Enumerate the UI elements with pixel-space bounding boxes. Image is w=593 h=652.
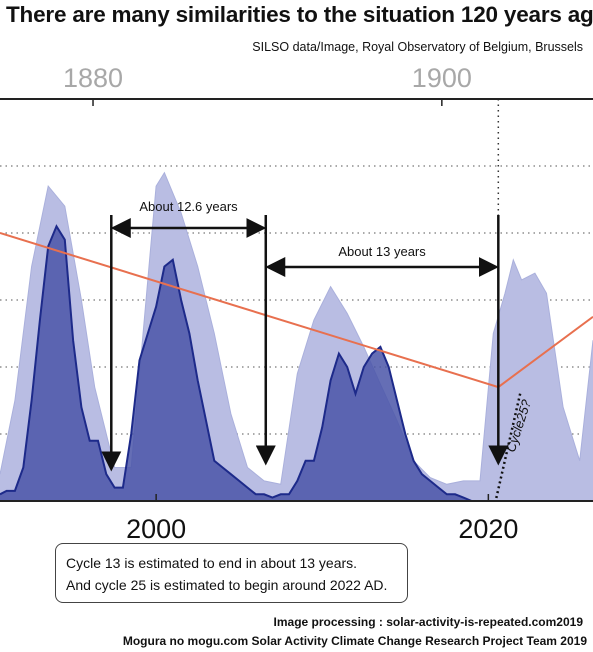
top-tick-label: 1900 bbox=[412, 63, 472, 93]
note-line-1: Cycle 13 is estimated to end in about 13… bbox=[66, 555, 358, 571]
area-outline-0 bbox=[0, 171, 593, 485]
area-layers bbox=[0, 171, 593, 502]
annotations: About 12.6 years About 13 years Cycle25? bbox=[101, 199, 534, 499]
grid-lines bbox=[0, 99, 593, 501]
axis-ticks: 1880 1900 2000 2020 bbox=[63, 63, 518, 544]
annotation-13-years: About 13 years bbox=[338, 244, 426, 259]
plot-frame bbox=[0, 98, 593, 502]
page-title: There are many similarities to the situa… bbox=[6, 2, 593, 27]
sunspot-chart: 1880 1900 2000 2020 About 12.6 years About … bbox=[0, 63, 593, 544]
area-outline-1 bbox=[0, 224, 489, 502]
research-team-credit: Mogura no mogu.com Solar Activity Climat… bbox=[122, 634, 587, 648]
image-processing-credit: Image processing : solar-activity-is-rep… bbox=[273, 615, 583, 629]
data-source-credit: SILSO data/Image, Royal Observatory of B… bbox=[252, 40, 583, 54]
estimate-note-box: Cycle 13 is estimated to end in about 13… bbox=[55, 543, 408, 603]
note-line-2: And cycle 25 is estimated to begin aroun… bbox=[66, 577, 388, 593]
area-series-1 bbox=[0, 226, 489, 502]
bottom-tick-label: 2000 bbox=[126, 514, 186, 544]
bottom-tick-label: 2020 bbox=[458, 514, 518, 544]
annotation-12-6-years: About 12.6 years bbox=[139, 199, 238, 214]
top-tick-label: 1880 bbox=[63, 63, 123, 93]
